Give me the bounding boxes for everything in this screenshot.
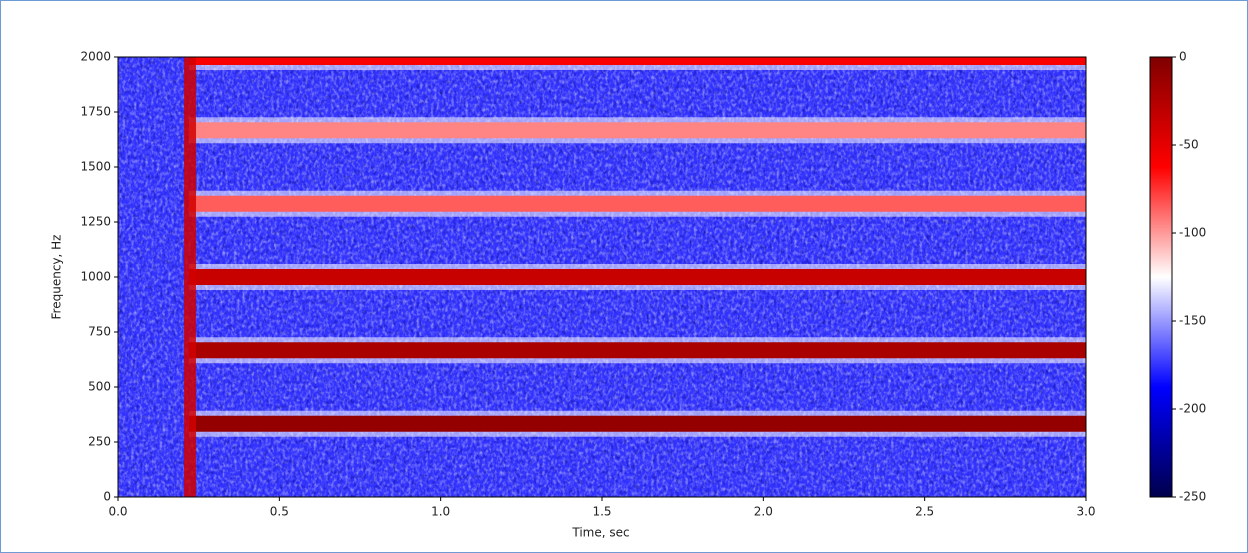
x-tick-label: 1.5 <box>592 505 611 519</box>
colorbar-tick-label: -50 <box>1179 138 1199 152</box>
colorbar-tick-label: -150 <box>1179 314 1206 328</box>
colorbar <box>1149 56 1173 498</box>
plot-area <box>117 56 1087 498</box>
x-tick-label: 0.5 <box>270 505 289 519</box>
onset <box>183 57 196 497</box>
x-tick-label: 1.0 <box>431 505 450 519</box>
harmonic-band <box>188 195 1086 212</box>
colorbar-tick-label: 0 <box>1179 50 1187 64</box>
harmonic-band <box>188 122 1086 139</box>
x-tick-label: 0.0 <box>108 505 127 519</box>
x-axis-label: Time, sec <box>571 526 629 540</box>
harmonic-band <box>188 57 1086 65</box>
y-tick-label: 1250 <box>80 215 111 229</box>
heatmap <box>118 57 1086 497</box>
colorbar-tick-label: -100 <box>1179 226 1206 240</box>
y-tick-label: 750 <box>88 325 111 339</box>
x-tick-label: 3.0 <box>1076 505 1095 519</box>
colorbar-tick-label: -200 <box>1179 402 1206 416</box>
harmonic-band <box>188 342 1086 359</box>
y-tick-label: 1750 <box>80 105 111 119</box>
y-tick-label: 0 <box>103 490 111 504</box>
y-tick-label: 500 <box>88 380 111 394</box>
colorbar-tick-label: -250 <box>1179 490 1206 504</box>
y-tick-label: 1500 <box>80 160 111 174</box>
y-tick-label: 1000 <box>80 270 111 284</box>
harmonic-band <box>188 269 1086 285</box>
x-tick-label: 2.0 <box>754 505 773 519</box>
x-tick-label: 2.5 <box>915 505 934 519</box>
y-tick-label: 250 <box>88 435 111 449</box>
y-axis-label: Frequency, Hz <box>50 235 64 320</box>
y-tick-label: 2000 <box>80 50 111 64</box>
harmonic-band <box>188 415 1086 432</box>
